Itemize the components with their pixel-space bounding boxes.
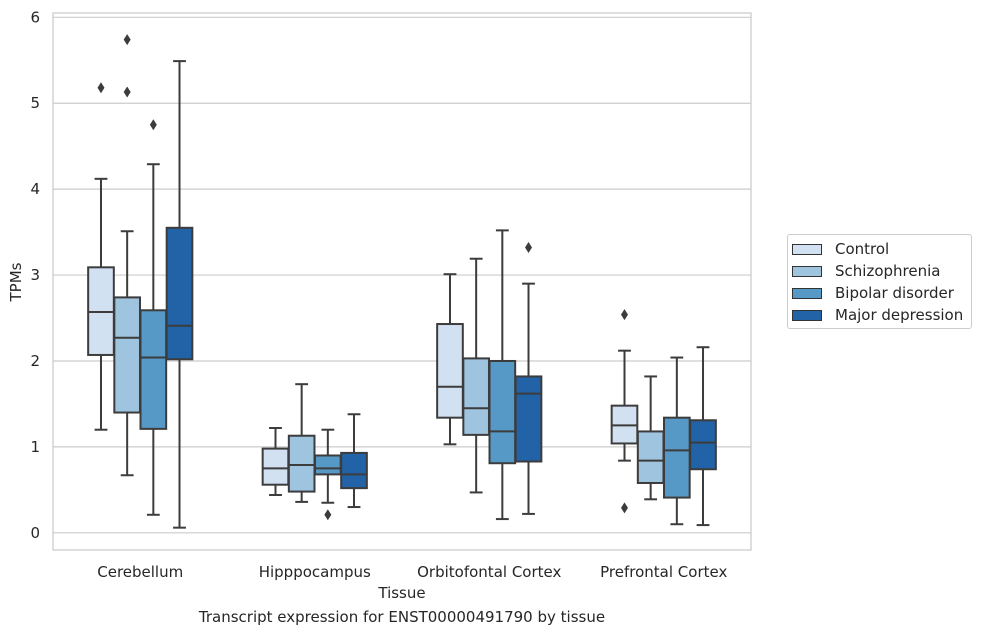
plot-area-frame bbox=[52, 12, 752, 551]
x-axis-ticks: Cerebellum Hipppocampus Orbitofontal Corte… bbox=[97, 563, 727, 581]
box-iqr bbox=[165, 226, 194, 361]
y-tick-label-2: 2 bbox=[30, 352, 40, 370]
outlier-point-0 bbox=[97, 82, 105, 94]
x-tick-label-prefrontal-cortex: Prefrontal Cortex bbox=[600, 563, 727, 581]
box-iqr bbox=[663, 416, 691, 499]
y-axis-ticks: 0 1 2 3 4 5 6 bbox=[30, 8, 40, 542]
chart-caption: Transcript expression for ENST0000049179… bbox=[198, 608, 606, 626]
box-iqr bbox=[261, 447, 290, 486]
box-bipolar-disorder-orbitofontal-cortex bbox=[488, 229, 517, 521]
y-tick-label-4: 4 bbox=[30, 180, 40, 198]
legend-label-major-depression: Major depression bbox=[835, 306, 964, 324]
box-bipolar-disorder-hipppocampus bbox=[314, 428, 342, 521]
box-control-prefrontal-cortex bbox=[610, 309, 639, 514]
outlier-point-1 bbox=[123, 86, 131, 98]
box-major-depression-cerebellum bbox=[165, 60, 194, 529]
box-schizophrenia-cerebellum bbox=[113, 34, 141, 477]
box-bipolar-disorder-cerebellum bbox=[139, 119, 168, 516]
legend-swatch-schizophrenia bbox=[792, 265, 822, 277]
box-iqr bbox=[139, 309, 168, 430]
outlier-point-1 bbox=[620, 502, 628, 514]
x-tick-label-cerebellum: Cerebellum bbox=[97, 563, 183, 581]
legend-label-bipolar-disorder: Bipolar disorder bbox=[835, 284, 954, 302]
box-major-depression-orbitofontal-cortex bbox=[514, 242, 543, 515]
box-iqr bbox=[314, 454, 342, 476]
box-iqr bbox=[113, 296, 141, 414]
legend-swatch-major-depression bbox=[792, 309, 822, 321]
legend-swatch-control bbox=[792, 243, 822, 255]
y-tick-label-1: 1 bbox=[30, 438, 40, 456]
box-control-orbitofontal-cortex bbox=[436, 273, 464, 446]
outlier-point-0 bbox=[324, 509, 332, 521]
box-control-hipppocampus bbox=[261, 426, 290, 497]
box-iqr bbox=[287, 434, 316, 493]
legend-label-control: Control bbox=[835, 240, 890, 258]
box-iqr bbox=[636, 430, 665, 484]
box-control-cerebellum bbox=[87, 82, 115, 431]
outlier-point-0 bbox=[620, 309, 628, 321]
x-axis-label: Tissue bbox=[377, 584, 425, 602]
outlier-point-0 bbox=[123, 34, 131, 46]
box-schizophrenia-prefrontal-cortex bbox=[636, 375, 665, 501]
legend-item-bipolar-disorder: Bipolar disorder bbox=[792, 283, 954, 303]
legend-item-schizophrenia: Schizophrenia bbox=[792, 261, 940, 281]
box-iqr bbox=[514, 375, 543, 463]
box-iqr bbox=[340, 451, 368, 490]
y-axis-label: TPMs bbox=[7, 262, 25, 302]
x-tick-label-hipppocampus: Hipppocampus bbox=[259, 563, 371, 581]
outlier-point-0 bbox=[525, 242, 533, 254]
legend-swatch-bipolar-disorder bbox=[792, 287, 822, 299]
legend-item-control: Control bbox=[792, 239, 889, 259]
y-tick-label-3: 3 bbox=[30, 266, 40, 284]
y-tick-label-5: 5 bbox=[30, 94, 40, 112]
box-iqr bbox=[488, 359, 517, 465]
legend-item-major-depression: Major depression bbox=[792, 305, 963, 325]
box-bipolar-disorder-prefrontal-cortex bbox=[663, 356, 691, 526]
y-tick-label-0: 0 bbox=[30, 524, 40, 542]
legend: Control Schizophrenia Bipolar disorder M… bbox=[787, 234, 972, 329]
outlier-point-0 bbox=[149, 119, 157, 131]
x-tick-label-orbitofontal-cortex: Orbitofontal Cortex bbox=[417, 563, 561, 581]
boxes bbox=[87, 34, 717, 529]
box-major-depression-hipppocampus bbox=[340, 413, 368, 509]
y-tick-label-6: 6 bbox=[30, 8, 40, 26]
box-schizophrenia-orbitofontal-cortex bbox=[462, 257, 490, 494]
box-iqr bbox=[689, 419, 717, 471]
box-iqr bbox=[436, 323, 464, 419]
box-iqr bbox=[462, 357, 490, 436]
box-schizophrenia-hipppocampus bbox=[287, 383, 316, 503]
legend-label-schizophrenia: Schizophrenia bbox=[835, 262, 941, 280]
box-major-depression-prefrontal-cortex bbox=[689, 346, 717, 527]
